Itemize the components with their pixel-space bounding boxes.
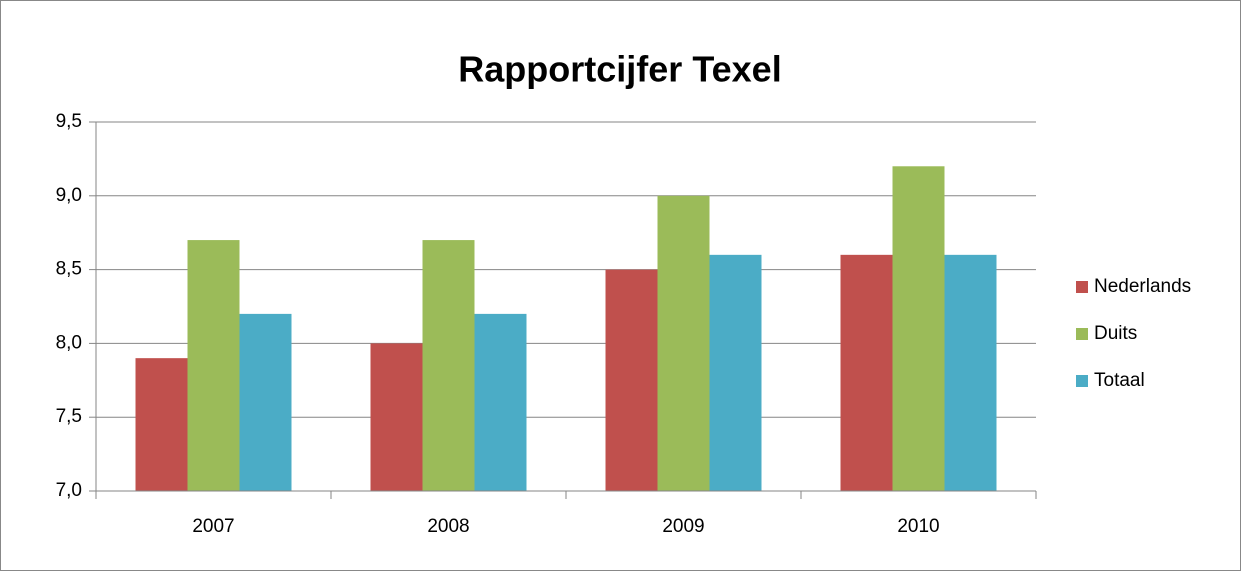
x-tick-label: 2009 bbox=[662, 516, 704, 537]
legend-swatch bbox=[1076, 328, 1088, 340]
chart-title: Rapportcijfer Texel bbox=[458, 49, 781, 90]
bar bbox=[474, 313, 527, 491]
bar bbox=[709, 254, 762, 491]
y-tick-label: 7,0 bbox=[56, 480, 82, 501]
bar bbox=[657, 195, 710, 492]
bar bbox=[370, 343, 423, 491]
legend-swatch bbox=[1076, 281, 1088, 293]
legend-label: Nederlands bbox=[1094, 276, 1191, 297]
y-tick-label: 7,5 bbox=[56, 406, 82, 427]
x-tick-label: 2007 bbox=[192, 516, 234, 537]
legend-swatch bbox=[1076, 375, 1088, 387]
y-tick-label: 8,5 bbox=[56, 259, 82, 280]
bar bbox=[239, 313, 292, 491]
bar bbox=[135, 358, 188, 491]
bar bbox=[892, 166, 945, 491]
x-tick-label: 2008 bbox=[427, 516, 469, 537]
bar bbox=[187, 240, 240, 491]
bar bbox=[605, 269, 658, 491]
y-tick-label: 9,5 bbox=[56, 111, 82, 132]
y-tick-label: 8,0 bbox=[56, 332, 82, 353]
y-tick-label: 9,0 bbox=[56, 185, 82, 206]
bar bbox=[422, 240, 475, 491]
bar bbox=[840, 254, 893, 491]
legend-label: Totaal bbox=[1094, 370, 1145, 391]
bar bbox=[944, 254, 997, 491]
x-tick-label: 2010 bbox=[897, 516, 939, 537]
legend-label: Duits bbox=[1094, 323, 1137, 344]
